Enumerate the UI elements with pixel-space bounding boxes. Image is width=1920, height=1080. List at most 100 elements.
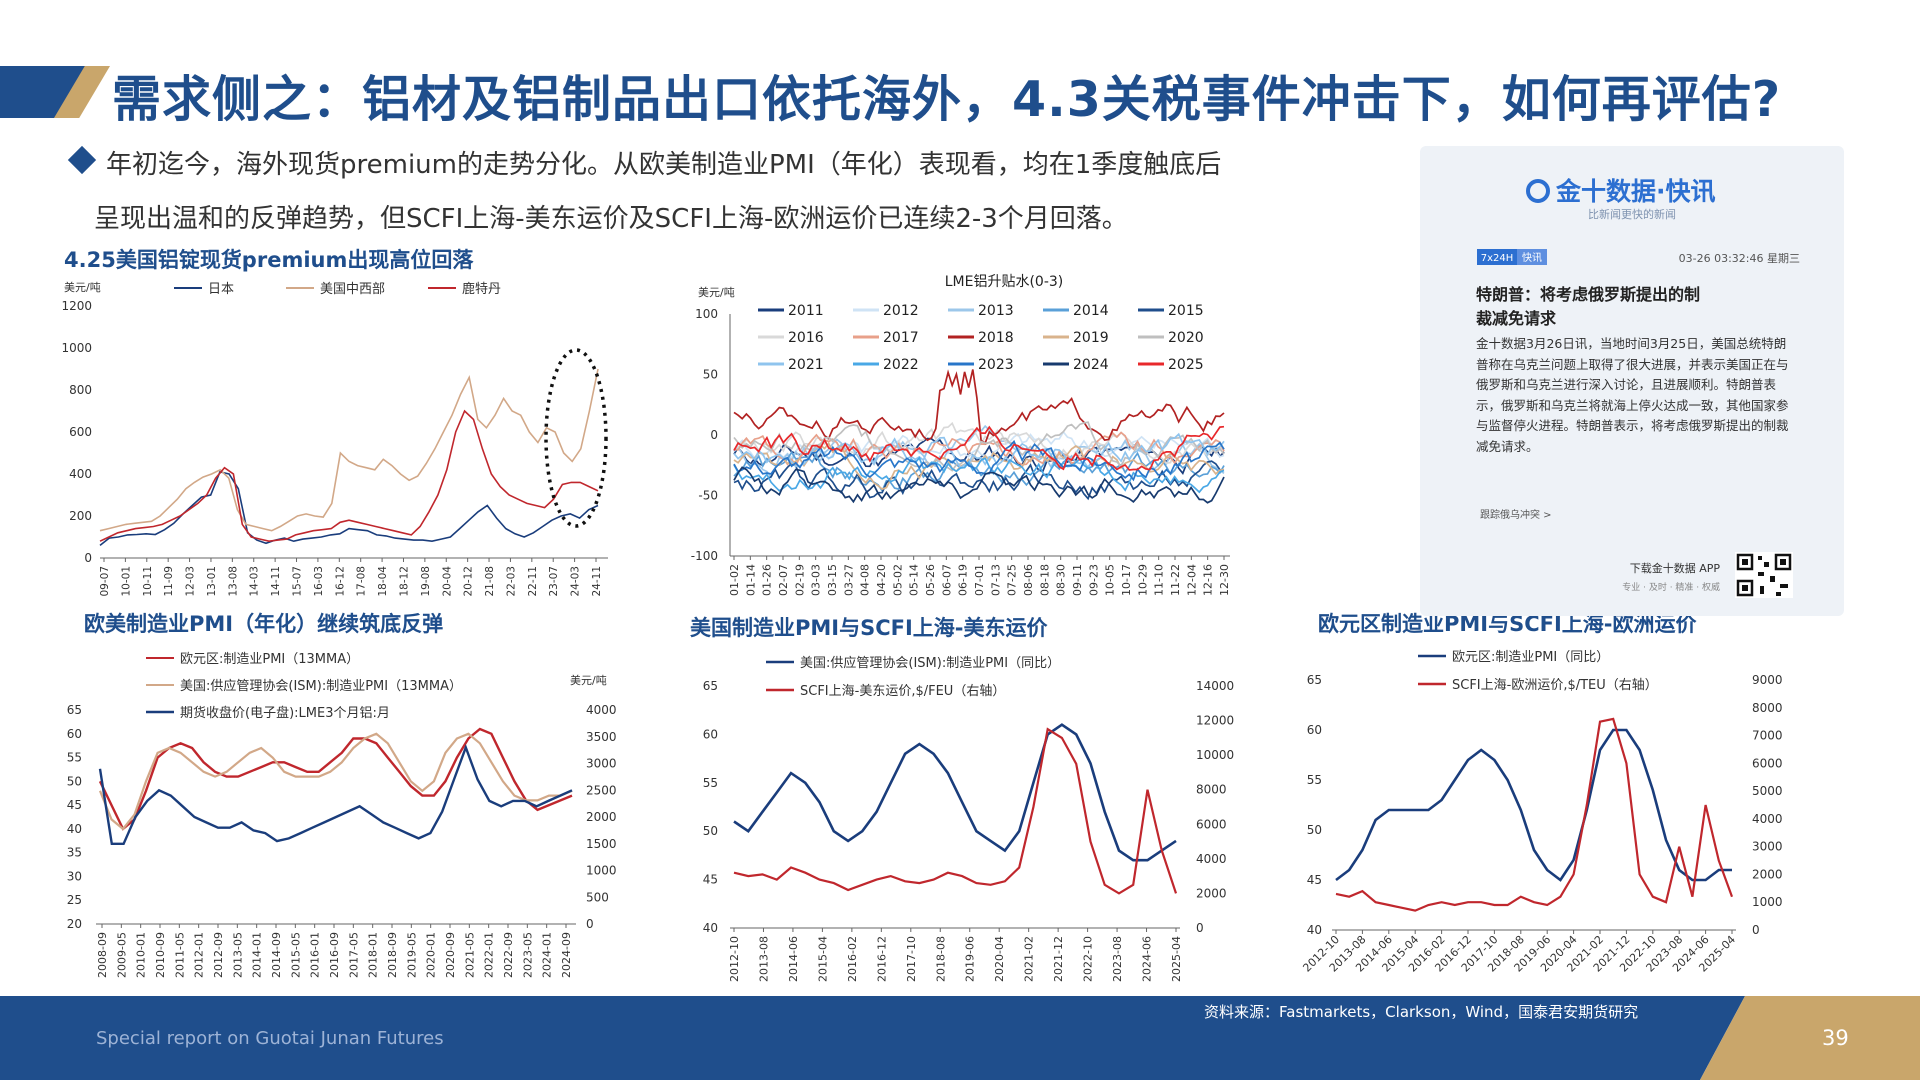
chart2-legend-label: 2012	[883, 303, 919, 319]
chart3-xtick-label: 2018-01	[367, 932, 380, 978]
chart4-ytick-right-label: 14000	[1196, 679, 1234, 693]
chart4-xtick-label: 2012-10	[728, 936, 741, 982]
chart3-pmi-lme: 欧元区:制造业PMI（13MMA） 美国:供应管理协会(ISM):制造业PMI（1…	[67, 652, 617, 978]
chart2-xtick-label: 10-29	[1136, 564, 1149, 596]
news-follow-tag[interactable]	[1476, 506, 1592, 522]
chart1-xtick-label: 10-01	[120, 566, 132, 597]
footer-report-name: Special report on Guotai Junan Futures	[96, 1028, 444, 1049]
chart5-ytick-label: 40	[1307, 923, 1322, 937]
chart1-xtick-label: 22-03	[505, 566, 517, 597]
chart4-xtick-label: 2017-10	[905, 936, 918, 982]
chart1-xtick-label: 20-04	[441, 566, 453, 597]
chart2-xtick-label: 08-06	[1022, 564, 1035, 596]
chart2-xtick-label: 04-20	[875, 564, 888, 596]
chart5-ytick-label: 55	[1307, 773, 1322, 787]
chart1-ytick-label: 1000	[61, 341, 92, 355]
chart1-xtick-label: 12-03	[185, 566, 197, 597]
chart3-xtick-label: 2021-05	[463, 932, 476, 978]
chart2-series-line	[733, 430, 1225, 461]
chart1-xtick-label: 09-07	[99, 566, 111, 597]
chart4-ytick-label: 50	[703, 824, 718, 838]
chart3-xtick-label: 2010-01	[135, 932, 148, 978]
chart5-ytick-label: 50	[1307, 823, 1322, 837]
news-tagline: 专业 · 及时 · 精准 · 权威	[1622, 581, 1720, 593]
jin10-logo-icon	[1526, 179, 1550, 203]
chart5-legend-label: SCFI上海-欧洲运价,$/TEU（右轴）	[1452, 678, 1658, 693]
chart1-highlight-ellipse	[544, 348, 608, 528]
chart2-ytick-label: 100	[695, 307, 718, 321]
chart3-ytick-right-label: 3000	[586, 757, 617, 771]
chart2-xtick-label: 06-07	[940, 564, 953, 596]
chart2-legend-label: 2022	[883, 357, 919, 373]
chart3-xtick-label: 2017-05	[347, 932, 360, 978]
chart3-ytick-right-label: 500	[586, 890, 609, 904]
bullet-text-line-2: 呈现出温和的反弹趋势，但SCFI上海-美东运价及SCFI上海-欧洲运价已连续2-…	[94, 204, 1128, 234]
chart5-ytick-right-label: 8000	[1752, 701, 1783, 715]
chart2-title: LME铝升贴水(0-3)	[945, 274, 1064, 290]
chart3-ytick-label: 60	[67, 727, 82, 741]
chart5-ytick-right-label: 5000	[1752, 784, 1783, 798]
chart2-xtick-label: 12-30	[1218, 564, 1231, 596]
chart3-xtick-label: 2016-01	[309, 932, 322, 978]
news-slogan: 比新闻更快的新闻	[1588, 207, 1676, 221]
chart1-xtick-label: 19-08	[420, 566, 432, 597]
chart4-ytick-right-label: 10000	[1196, 748, 1234, 762]
chart1-ytick-label: 600	[69, 425, 92, 439]
chart4-xtick-label: 2021-02	[1023, 936, 1036, 982]
chart3-ytick-right-label: 4000	[586, 703, 617, 717]
chart3-xtick-label: 2019-05	[405, 932, 418, 978]
chart1-xtick-label: 16-03	[313, 566, 325, 597]
news-badge	[1477, 249, 1517, 265]
chart3-ytick-label: 65	[67, 703, 82, 717]
chart2-ytick-label: -50	[698, 489, 718, 503]
chart3-ytick-right-label: 1500	[586, 837, 617, 851]
chart1-ytick-label: 200	[69, 509, 92, 523]
chart2-lme-spread: LME铝升贴水(0-3) 美元/吨 -100 -50 0 50 100 2011 2012 201…	[691, 274, 1231, 596]
chart5-series-line	[1335, 717, 1734, 912]
chart4-series-line	[733, 723, 1177, 862]
chart4-xtick-label: 2014-06	[787, 936, 800, 982]
chart5-ytick-right-label: 4000	[1752, 812, 1783, 826]
chart3-ytick-right-label: 3500	[586, 730, 617, 744]
chart4-xtick-label: 2016-12	[875, 936, 888, 982]
chart3-series-line	[98, 732, 573, 831]
chart4-xtick-label: 2021-12	[1052, 936, 1065, 982]
chart3-ytick-right-label: 2000	[586, 810, 617, 824]
chart4-ytick-right-label: 6000	[1196, 817, 1227, 831]
chart2-xtick-label: 07-25	[1006, 564, 1019, 596]
news-follow[interactable]: 跟踪俄乌冲突 >	[1480, 508, 1552, 521]
news-download: 下载金十数据 APP	[1630, 561, 1721, 575]
chart2-xtick-label: 09-11	[1071, 564, 1084, 596]
news-badge2	[1517, 249, 1547, 265]
chart4-xtick-label: 2019-06	[964, 936, 977, 982]
chart3-xtick-label: 2008-09	[96, 932, 109, 978]
chart3-xtick-label: 2012-09	[212, 932, 225, 978]
chart1-xtick-label: 18-12	[398, 566, 410, 597]
chart4-ytick-label: 45	[703, 873, 718, 887]
chart5-ytick-right-label: 3000	[1752, 840, 1783, 854]
chart1-ytick-label: 0	[84, 551, 92, 565]
chart5-ytick-right-label: 9000	[1752, 673, 1783, 687]
chart3-xtick-label: 2009-05	[115, 932, 128, 978]
chart3-xtick-label: 2012-01	[193, 932, 206, 978]
chart2-xtick-label: 03-03	[810, 564, 823, 596]
chart3-ytick-label: 40	[67, 822, 82, 836]
chart2-xtick-label: 08-30	[1055, 564, 1068, 596]
chart2-ytick-label: -100	[691, 549, 718, 563]
chart1-xtick-label: 22-11	[527, 566, 539, 597]
news-timestamp: 03-26 03:32:46 星期三	[1679, 252, 1800, 265]
chart2-legend-label: 2023	[978, 357, 1014, 373]
chart2-legend-label: 2020	[1168, 330, 1204, 346]
chart2-series-line	[733, 369, 1225, 445]
news-brand: 金十数据·快讯	[1555, 177, 1716, 206]
chart2-ylabel: 美元/吨	[698, 286, 735, 299]
chart2-xtick-label: 12-04	[1185, 564, 1198, 596]
chart1-xtick-label: 17-08	[356, 566, 368, 597]
chart3-xtick-label: 2022-01	[483, 932, 496, 978]
chart4-xtick-label: 2015-04	[816, 936, 829, 982]
chart4-xtick-label: 2013-08	[757, 936, 770, 982]
chart5-ytick-right-label: 2000	[1752, 867, 1783, 881]
chart2-xtick-label: 05-26	[924, 564, 937, 596]
chart3-xtick-label: 2024-01	[541, 932, 554, 978]
qr-code-icon	[1735, 552, 1793, 598]
